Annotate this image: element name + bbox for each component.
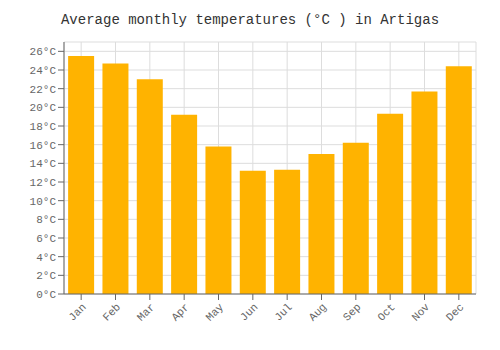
svg-text:8°C: 8°C xyxy=(36,214,56,226)
svg-text:20°C: 20°C xyxy=(30,102,57,114)
html-text:Average monthly temperatures (: Average monthly temperatures (°C ) in Ar… xyxy=(61,12,439,28)
svg-text:18°C: 18°C xyxy=(30,121,57,133)
svg-text:12°C: 12°C xyxy=(30,177,57,189)
svg-text:10°C: 10°C xyxy=(30,196,57,208)
svg-text:Feb: Feb xyxy=(101,301,123,323)
svg-text:26°C: 26°C xyxy=(30,46,57,58)
svg-text:4°C: 4°C xyxy=(36,252,56,264)
svg-text:0°C: 0°C xyxy=(36,289,56,301)
svg-text:Sep: Sep xyxy=(341,301,363,323)
svg-text:May: May xyxy=(204,301,227,324)
svg-text:22°C: 22°C xyxy=(30,84,57,96)
svg-text:2°C: 2°C xyxy=(36,270,56,282)
svg-text:Nov: Nov xyxy=(410,301,433,324)
svg-text:24°C: 24°C xyxy=(30,65,57,77)
svg-text:Apr: Apr xyxy=(169,301,191,323)
svg-text:Aug: Aug xyxy=(307,301,329,323)
svg-text:16°C: 16°C xyxy=(30,140,57,152)
svg-text:6°C: 6°C xyxy=(36,233,56,245)
svg-text:Mar: Mar xyxy=(135,301,157,323)
svg-text:Jun: Jun xyxy=(238,301,260,323)
svg-text:14°C: 14°C xyxy=(30,158,57,170)
svg-text:Jan: Jan xyxy=(66,301,88,323)
svg-text:Dec: Dec xyxy=(444,301,466,323)
svg-text:Jul: Jul xyxy=(272,301,294,323)
svg-text:Oct: Oct xyxy=(375,301,397,323)
